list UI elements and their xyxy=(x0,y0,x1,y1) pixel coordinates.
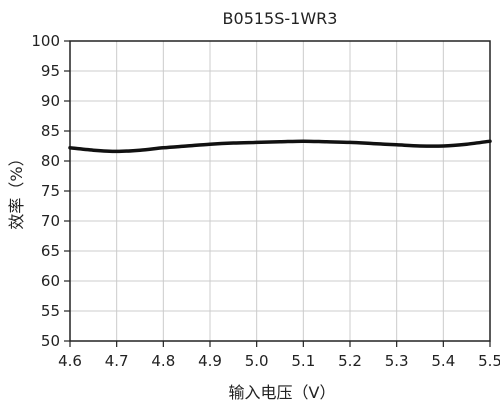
x-axis-label: 输入电压（V） xyxy=(229,383,336,402)
y-tick-label: 70 xyxy=(41,212,60,230)
x-tick-label: 5.5 xyxy=(478,352,500,370)
y-tick-label: 65 xyxy=(41,242,60,260)
grid xyxy=(70,41,490,341)
y-tick-label: 50 xyxy=(41,332,60,350)
y-tick-label: 95 xyxy=(41,62,60,80)
efficiency-line xyxy=(68,139,492,154)
x-tick-label: 4.9 xyxy=(198,352,222,370)
x-tick-label: 5.0 xyxy=(245,352,269,370)
x-tick-label: 5.1 xyxy=(291,352,315,370)
y-tick-label: 60 xyxy=(41,272,60,290)
y-tick-label: 85 xyxy=(41,122,60,140)
chart-title: B0515S-1WR3 xyxy=(223,9,338,28)
x-tick-label: 4.8 xyxy=(151,352,175,370)
x-tick-label: 5.3 xyxy=(385,352,409,370)
x-tick-label: 5.4 xyxy=(431,352,455,370)
y-tick-label: 75 xyxy=(41,182,60,200)
x-tick-label: 5.2 xyxy=(338,352,362,370)
y-tick-label: 100 xyxy=(31,32,60,50)
y-axis-label: 效率（%） xyxy=(7,150,26,229)
x-tick-label: 4.7 xyxy=(105,352,129,370)
y-tick-label: 55 xyxy=(41,302,60,320)
y-tick-label: 90 xyxy=(41,92,60,110)
y-axis-ticks: 50 55 60 65 70 75 80 85 90 95 100 xyxy=(31,32,70,350)
y-tick-label: 80 xyxy=(41,152,60,170)
x-axis-ticks: 4.6 4.7 4.8 4.9 5.0 5.1 5.2 5.3 5.4 5.5 xyxy=(58,341,500,370)
x-tick-label: 4.6 xyxy=(58,352,82,370)
